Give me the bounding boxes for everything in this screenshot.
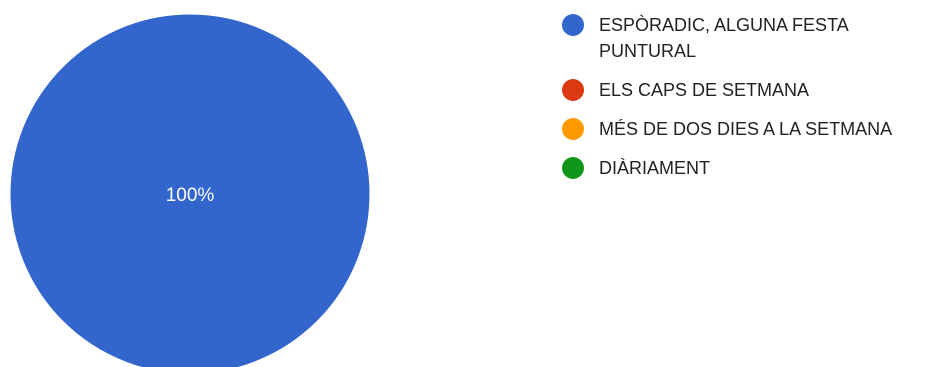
legend-item-esporadic[interactable]: ESPÒRADIC, ALGUNA FESTA PUNTURAL	[562, 12, 937, 64]
legend-label-caps-de-setmana: ELS CAPS DE SETMANA	[599, 80, 810, 100]
legend-label-diariament: DIÀRIAMENT	[599, 158, 711, 178]
legend-item-caps-de-setmana[interactable]: ELS CAPS DE SETMANA	[562, 77, 937, 103]
legend-swatch-caps-de-setmana	[562, 79, 584, 101]
pie-slice-label-0: 100%	[166, 185, 215, 206]
legend-label-esporadic: ESPÒRADIC, ALGUNA FESTA PUNTURAL	[599, 15, 848, 61]
legend-swatch-diariament	[562, 157, 584, 179]
legend-swatch-mes-de-dos-dies	[562, 118, 584, 140]
pie-chart: 100%	[9, 13, 371, 367]
legend-item-mes-de-dos-dies[interactable]: MÉS DE DOS DIES A LA SETMANA	[562, 116, 937, 142]
legend: ESPÒRADIC, ALGUNA FESTA PUNTURAL ELS CAP…	[562, 12, 937, 194]
legend-item-diariament[interactable]: DIÀRIAMENT	[562, 155, 937, 181]
pie-slice-0[interactable]	[9, 13, 371, 367]
legend-swatch-esporadic	[562, 14, 584, 36]
pie-slices	[9, 13, 371, 367]
legend-label-mes-de-dos-dies: MÉS DE DOS DIES A LA SETMANA	[599, 119, 893, 139]
pie-slice-labels: 100%	[166, 185, 215, 206]
